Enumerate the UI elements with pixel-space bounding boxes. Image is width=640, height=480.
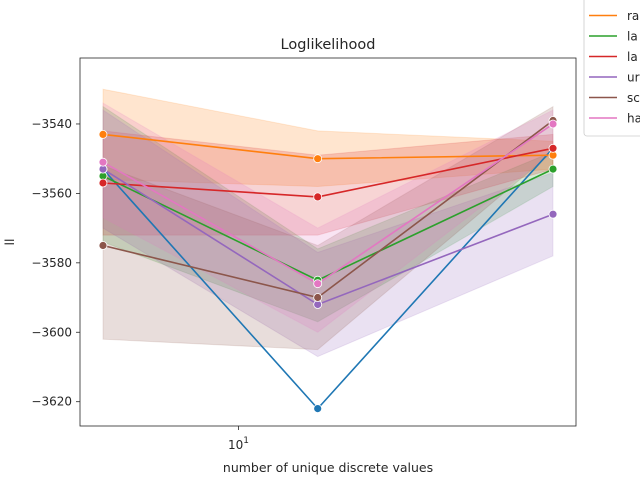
legend-label-5: sc (627, 91, 640, 105)
x-axis-label: number of unique discrete values (223, 460, 433, 475)
series-4-point-2 (548, 209, 558, 219)
legend-label-4: ur (627, 71, 640, 85)
series-markers (98, 116, 558, 414)
y-axis-label: ll (2, 239, 17, 246)
y-tick-label: −3620 (31, 395, 72, 409)
legend-box (583, 0, 640, 137)
series-3-point-2 (548, 143, 558, 153)
series-2-point-2 (548, 164, 558, 174)
series-1-point-1 (313, 154, 323, 164)
series-6-point-1 (313, 279, 323, 289)
series-1-point-0 (98, 129, 108, 139)
series-5-point-0 (98, 241, 108, 250)
y-tick-label: −3540 (31, 117, 72, 131)
x-tick-label: 101 (228, 436, 249, 452)
x-axis-ticks: 101 (228, 426, 249, 452)
series-5-point-1 (313, 293, 323, 302)
series-6-point-2 (548, 119, 558, 129)
y-tick-label: −3560 (31, 186, 72, 200)
legend-label-6: ha (627, 112, 640, 126)
legend-label-3: la (627, 50, 638, 64)
legend: ra la la ur sc ha (583, 0, 640, 137)
y-tick-label: −3580 (31, 256, 72, 270)
y-axis-ticks: −3540 −3560 −3580 −3600 −3620 (31, 117, 80, 409)
legend-label-2: la (627, 30, 638, 44)
chart-title: Loglikelihood (281, 37, 376, 53)
y-tick-label: −3600 (31, 325, 72, 339)
series-0-point-1 (313, 404, 323, 414)
series-3-point-1 (313, 192, 323, 202)
plot-frame (79, 57, 577, 427)
series-6-point-0 (98, 157, 108, 167)
legend-entries: ra la la ur sc ha (589, 9, 640, 126)
series-3-point-0 (98, 178, 108, 188)
legend-label-1: ra (627, 9, 639, 23)
